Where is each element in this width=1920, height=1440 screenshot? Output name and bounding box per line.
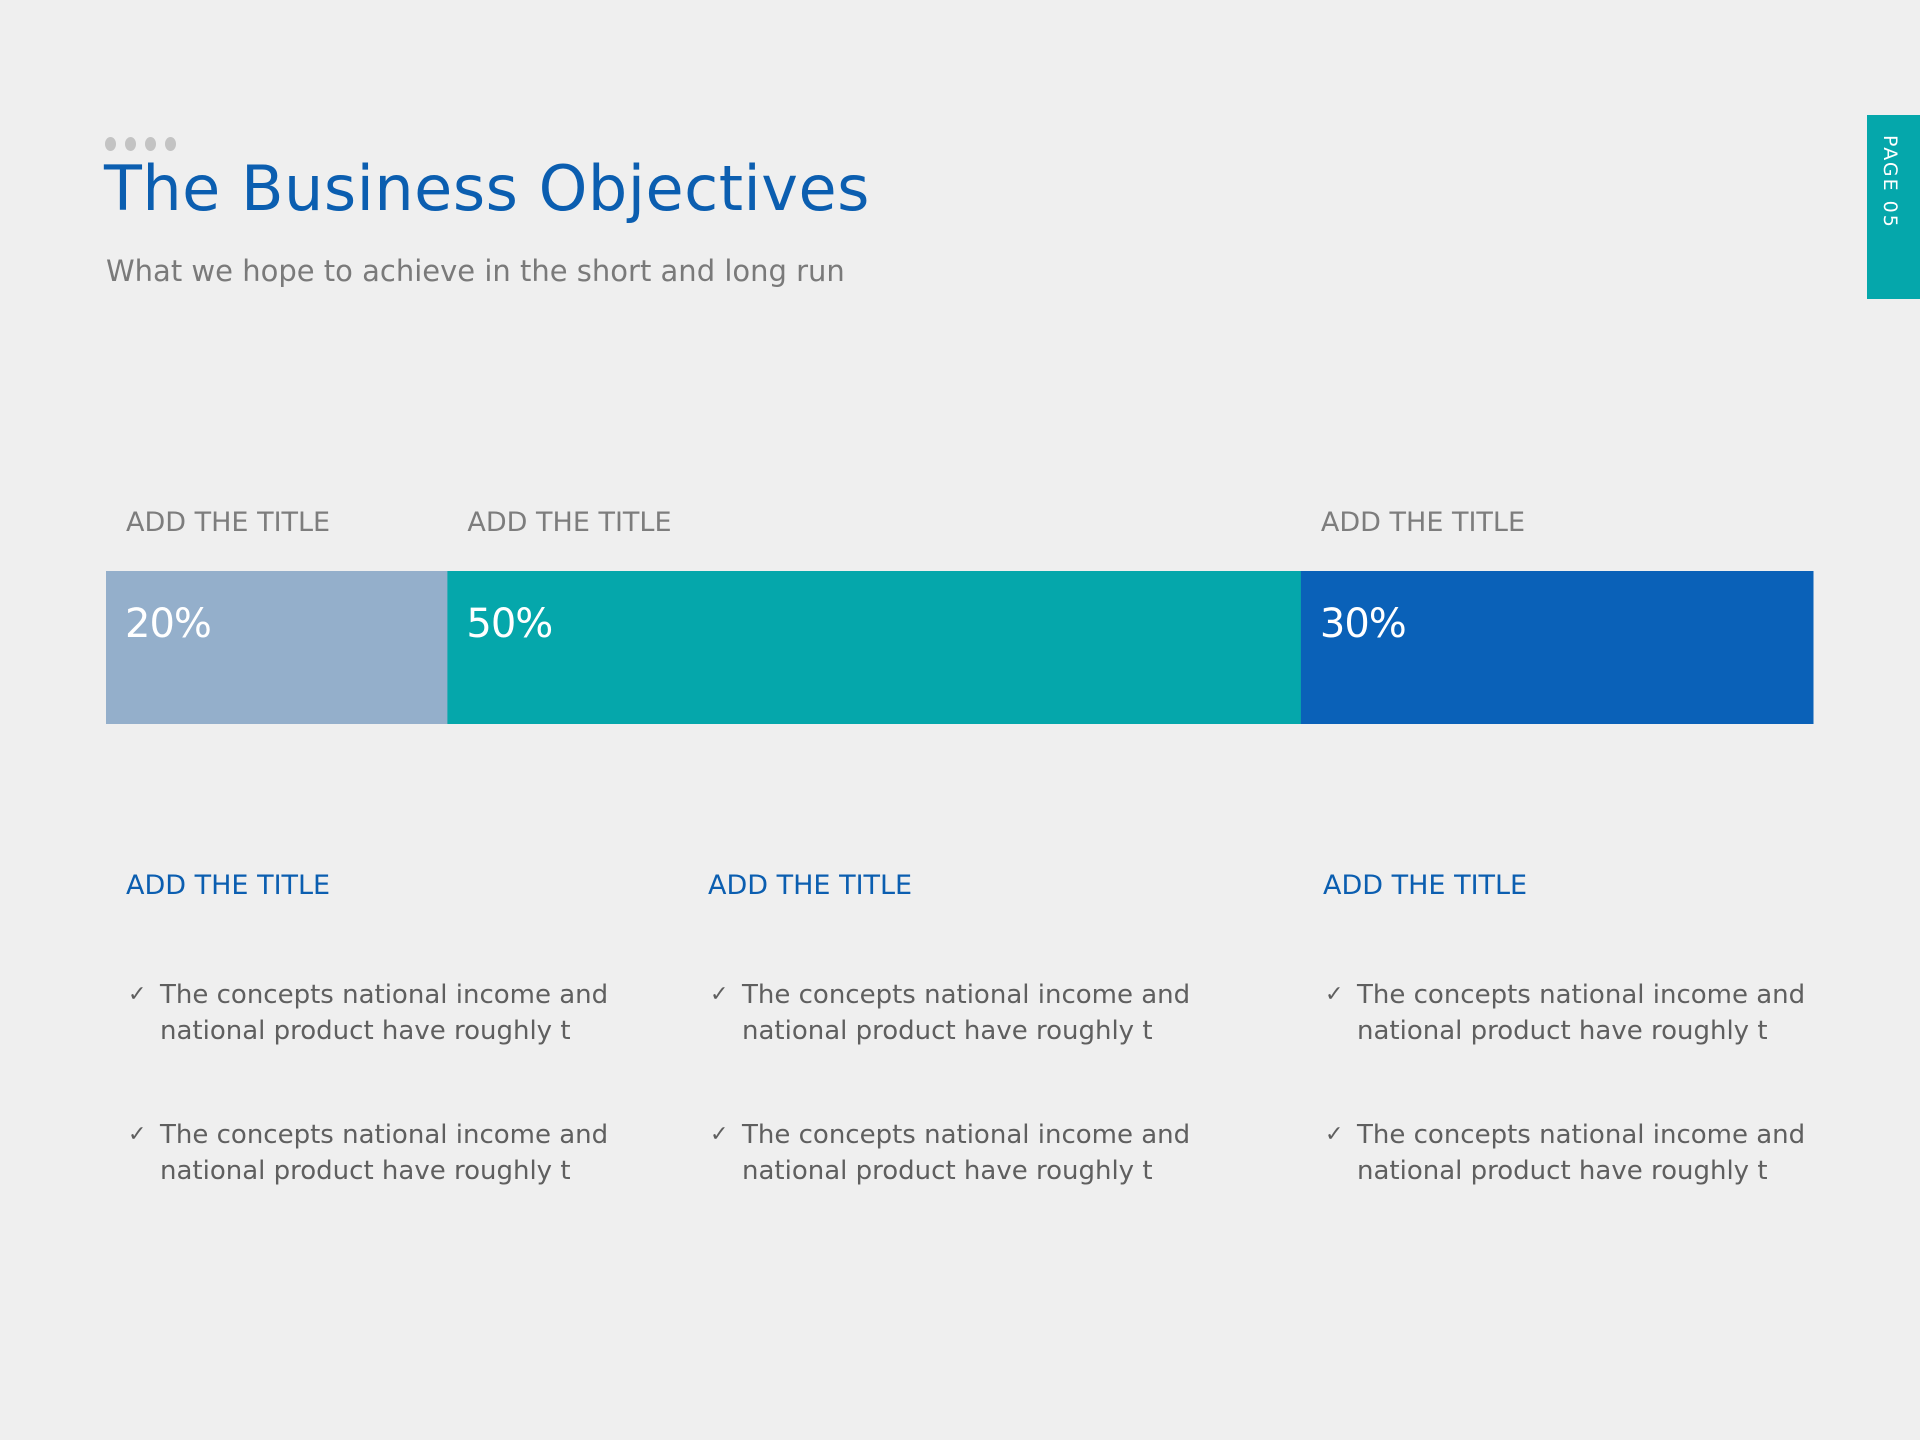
- page-subtitle: What we hope to achieve in the short and…: [106, 254, 845, 288]
- objective-column-2: ADD THE TITLE ✓ The concepts national in…: [708, 870, 1228, 1189]
- segment-title-1: ADD THE TITLE: [126, 507, 330, 538]
- bullet-item: ✓ The concepts national income and natio…: [1323, 977, 1843, 1049]
- column-title: ADD THE TITLE: [126, 870, 331, 901]
- check-icon: ✓: [710, 982, 729, 1007]
- dot: [125, 137, 136, 151]
- dot: [105, 137, 116, 151]
- bar-segment-2: [447, 571, 1302, 724]
- bullet-item: ✓ The concepts national income and natio…: [126, 1117, 646, 1189]
- stacked-bar-chart: ADD THE TITLE 20% ADD THE TITLE 50% ADD THE …: [106, 507, 1814, 724]
- column-title: ADD THE TITLE: [1323, 870, 1528, 901]
- bullet-text: The concepts national income and nationa…: [1357, 980, 1806, 1046]
- objective-column-1: ADD THE TITLE ✓ The concepts national in…: [126, 870, 646, 1189]
- bullet-text: The concepts national income and nationa…: [742, 980, 1191, 1046]
- segment-title-3: ADD THE TITLE: [1321, 507, 1525, 538]
- segment-value-label-3: 30%: [1320, 601, 1406, 647]
- segment-value-label-1: 20%: [125, 601, 211, 647]
- page-title: The Business Objectives: [104, 152, 870, 225]
- bullet-item: ✓ The concepts national income and natio…: [708, 977, 1228, 1049]
- bullet-text: The concepts national income and nationa…: [742, 1120, 1191, 1186]
- bullet-text: The concepts national income and nationa…: [160, 1120, 609, 1186]
- check-icon: ✓: [1325, 982, 1344, 1007]
- objective-column-3: ADD THE TITLE ✓ The concepts national in…: [1323, 870, 1843, 1189]
- check-icon: ✓: [128, 982, 147, 1007]
- segment-title-2: ADD THE TITLE: [467, 507, 671, 538]
- bullet-item: ✓ The concepts national income and natio…: [708, 1117, 1228, 1189]
- column-title: ADD THE TITLE: [708, 870, 913, 901]
- bar-segment-1: [106, 571, 448, 724]
- check-icon: ✓: [1325, 1122, 1344, 1147]
- bullet-text: The concepts national income and nationa…: [160, 980, 609, 1046]
- segment-value-label-2: 50%: [466, 601, 552, 647]
- bullet-item: ✓ The concepts national income and natio…: [1323, 1117, 1843, 1189]
- decorative-dots-icon: [105, 137, 176, 151]
- bullet-item: ✓ The concepts national income and natio…: [126, 977, 646, 1049]
- bar-segment-3: [1300, 571, 1814, 724]
- bullet-text: The concepts national income and nationa…: [1357, 1120, 1806, 1186]
- dot: [145, 137, 156, 151]
- page-number-tab: PAGE 05: [1867, 115, 1920, 299]
- dot: [165, 137, 176, 151]
- page-number-label: PAGE 05: [1879, 135, 1901, 229]
- check-icon: ✓: [710, 1122, 729, 1147]
- check-icon: ✓: [128, 1122, 147, 1147]
